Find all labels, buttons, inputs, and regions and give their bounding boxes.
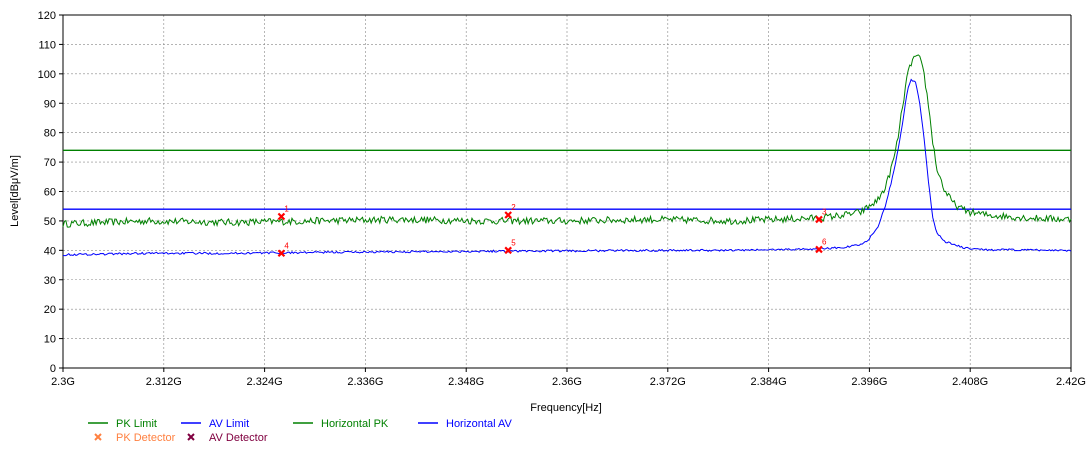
marker-label: 2	[511, 203, 516, 212]
x-tick-label: 2.408G	[952, 376, 988, 388]
legend-label: PK Detector	[116, 432, 176, 444]
y-tick-label: 10	[44, 334, 56, 346]
x-tick-label: 2.312G	[146, 376, 182, 388]
marker-label: 3	[822, 207, 827, 216]
marker-4: 4	[277, 241, 289, 258]
legend-item-horizontal-pk: Horizontal PK	[293, 418, 389, 430]
legend: PK Limit AV Limit Horizontal PK Horizontal …	[88, 418, 512, 444]
legend-item-pk-detector: PK Detector	[94, 432, 176, 444]
legend-item-av-limit: AV Limit	[181, 418, 249, 430]
legend-label: AV Limit	[209, 418, 249, 430]
y-tick-label: 100	[38, 69, 56, 81]
series-lines	[62, 54, 1072, 257]
y-tick-label: 40	[44, 245, 56, 257]
x-tick-label: 2.384G	[751, 376, 787, 388]
marker-x-icon	[277, 212, 286, 221]
y-tick-label: 90	[44, 98, 56, 110]
legend-label: PK Limit	[116, 418, 157, 430]
x-tick-label: 2.3G	[51, 376, 75, 388]
legend-x-icon	[187, 433, 195, 441]
y-tick-label: 50	[44, 216, 56, 228]
marker-x-icon	[277, 249, 286, 258]
marker-x-icon	[815, 215, 823, 224]
y-tick-label: 30	[44, 275, 56, 287]
x-tick-label: 2.336G	[347, 376, 383, 388]
x-tick-label: 2.42G	[1056, 376, 1086, 388]
marker-6: 6	[815, 237, 827, 254]
marker-1: 1	[277, 205, 289, 221]
legend-label: Horizontal PK	[321, 418, 389, 430]
legend-label: Horizontal AV	[446, 418, 512, 430]
tick-labels: 0 10 20 30 40 50 60 70 80 90 100 110 120 2.3G 2.312G 2.…	[38, 10, 1086, 388]
y-tick-label: 80	[44, 128, 56, 140]
limit-lines	[63, 149, 1071, 210]
y-tick-label: 0	[50, 363, 56, 375]
y-tick-label: 20	[44, 304, 56, 316]
y-tick-label: 70	[44, 157, 56, 169]
marker-x-icon	[504, 211, 512, 219]
marker-label: 4	[284, 241, 289, 250]
series-line-horizontal-pk	[62, 54, 1072, 228]
y-axis-label: Level[dBμV/m]	[9, 155, 21, 227]
x-tick-label: 2.396G	[851, 376, 887, 388]
marker-5: 5	[504, 238, 516, 255]
x-tick-label: 2.348G	[448, 376, 484, 388]
marker-2: 2	[504, 203, 516, 219]
detector-markers: 1 2 3 4 5 6	[277, 203, 827, 258]
y-tick-label: 120	[38, 10, 56, 22]
marker-x-icon	[504, 246, 512, 255]
legend-item-pk-limit: PK Limit	[88, 418, 157, 430]
x-axis-label: Frequency[Hz]	[530, 402, 602, 414]
x-tick-label: 2.372G	[650, 376, 686, 388]
legend-x-icon	[94, 433, 102, 441]
y-tick-label: 60	[44, 187, 56, 199]
marker-3: 3	[815, 207, 827, 224]
legend-item-av-detector: AV Detector	[187, 432, 268, 444]
marker-label: 6	[822, 237, 827, 246]
axes	[62, 14, 1072, 369]
y-tick-label: 110	[38, 39, 56, 51]
x-tick-label: 2.324G	[247, 376, 283, 388]
marker-label: 1	[284, 205, 289, 214]
series-line-horizontal-av	[62, 78, 1072, 257]
legend-item-horizontal-av: Horizontal AV	[418, 418, 512, 430]
x-tick-label: 2.36G	[552, 376, 582, 388]
marker-x-icon	[815, 245, 823, 254]
legend-label: AV Detector	[209, 432, 268, 444]
marker-label: 5	[511, 238, 516, 247]
